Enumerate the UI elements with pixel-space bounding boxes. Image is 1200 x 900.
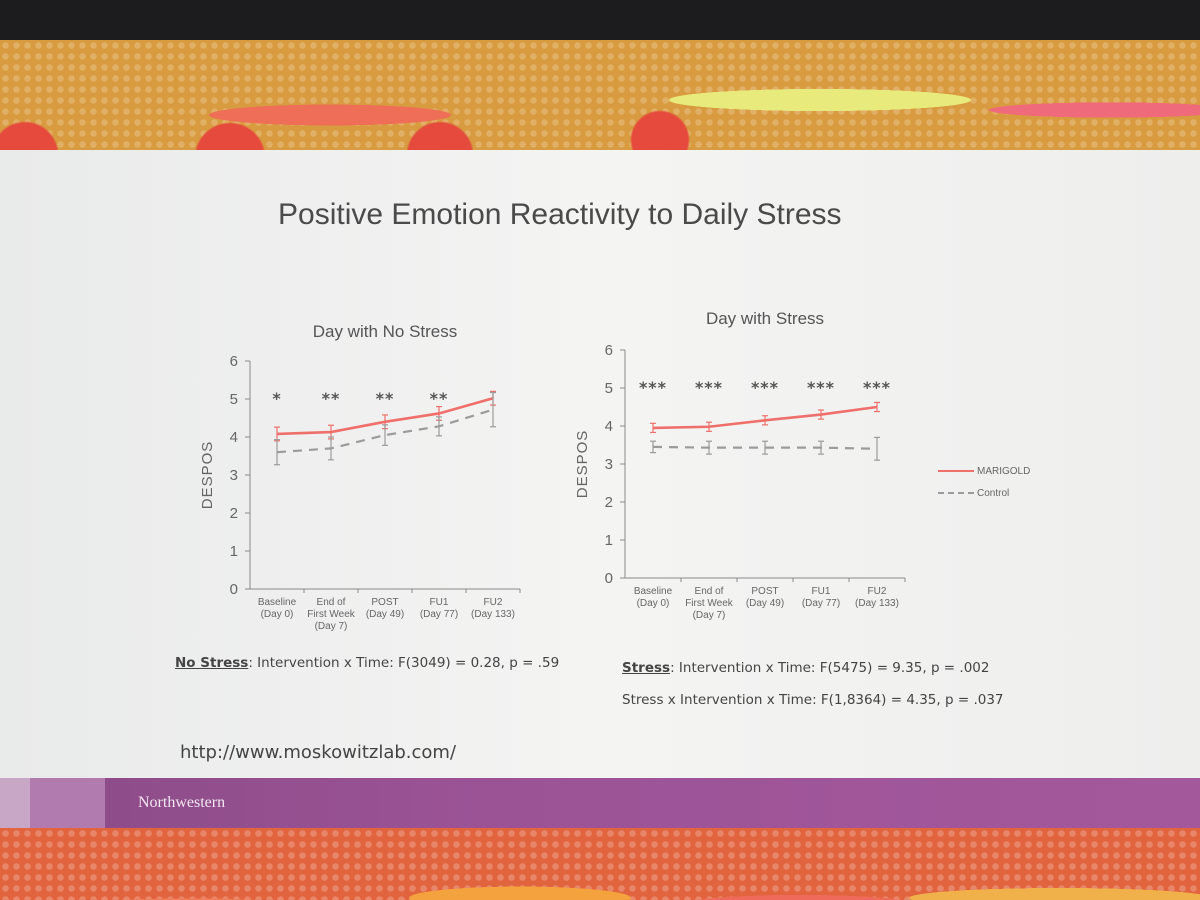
significance-marker: *** [807, 378, 835, 397]
x-tick-label: First Week [307, 609, 356, 620]
y-tick-label: 6 [605, 342, 613, 359]
stat-stress-interaction: Stress x Intervention x Time: F(1,8364) … [622, 692, 1004, 708]
x-tick-label: Baseline [258, 597, 297, 608]
y-tick-label: 5 [230, 391, 238, 408]
chart-no-stress: Day with No Stress0123456DESPOSBaseline(… [199, 322, 521, 632]
legend-item-control: Control [938, 482, 1030, 504]
x-tick-label: (Day 77) [802, 598, 840, 609]
footer-logo: Northwestern [138, 794, 226, 811]
significance-marker: *** [639, 378, 667, 397]
decorative-pattern-bottom [0, 828, 1200, 900]
y-tick-label: 0 [605, 570, 613, 587]
x-tick-label: End of [317, 597, 346, 608]
decorative-pattern-top [0, 40, 1200, 152]
footer-accent-block [30, 778, 105, 830]
footer-bar: Northwestern [0, 778, 1200, 830]
x-tick-label: End of [695, 586, 724, 597]
chart-title: Day with No Stress [313, 322, 458, 341]
x-tick-label: (Day 0) [637, 598, 670, 609]
x-tick-label: (Day 49) [746, 598, 784, 609]
x-tick-label: (Day 7) [693, 610, 726, 621]
significance-marker: * [272, 389, 281, 408]
x-tick-label: POST [751, 586, 778, 597]
legend-swatch-control [938, 492, 974, 494]
y-tick-label: 2 [605, 494, 613, 511]
x-tick-label: POST [371, 597, 398, 608]
x-tick-label: (Day 133) [471, 609, 515, 620]
lab-url-link[interactable]: http://www.moskowitzlab.com/ [180, 742, 457, 763]
chart-title: Day with Stress [706, 309, 824, 328]
significance-marker: *** [695, 378, 723, 397]
legend-swatch-marigold [938, 470, 974, 472]
stat-no-stress-label: No Stress [175, 655, 249, 671]
y-tick-label: 3 [230, 467, 238, 484]
significance-marker: *** [751, 378, 779, 397]
x-tick-label: (Day 49) [366, 609, 404, 620]
x-tick-label: (Day 0) [261, 609, 294, 620]
slide-background [0, 150, 1200, 780]
y-tick-label: 1 [605, 532, 613, 549]
stat-stress-label: Stress [622, 660, 671, 676]
x-tick-label: FU1 [430, 597, 449, 608]
x-tick-label: (Day 133) [855, 598, 899, 609]
series-line-control [276, 408, 494, 454]
y-axis-label: DESPOS [199, 441, 216, 510]
x-tick-label: First Week [685, 598, 734, 609]
y-tick-label: 4 [605, 418, 613, 435]
legend-item-marigold: MARIGOLD [938, 460, 1030, 482]
y-tick-label: 3 [605, 456, 613, 473]
y-tick-label: 0 [230, 581, 238, 598]
y-tick-label: 6 [230, 353, 238, 370]
y-tick-label: 2 [230, 505, 238, 522]
stat-stress-text: : Intervention x Time: F(5475) = 9.35, p… [670, 660, 990, 676]
significance-marker: ** [322, 389, 341, 408]
y-axis-label: DESPOS [574, 430, 591, 499]
stat-no-stress: No Stress: Intervention x Time: F(3049) … [175, 655, 559, 671]
significance-marker: ** [430, 389, 449, 408]
x-tick-label: (Day 7) [315, 621, 348, 632]
stat-stress: Stress: Intervention x Time: F(5475) = 9… [622, 660, 989, 676]
x-tick-label: FU2 [484, 597, 503, 608]
significance-marker: ** [376, 389, 395, 408]
y-tick-label: 1 [230, 543, 238, 560]
x-tick-label: FU1 [812, 586, 831, 597]
stat-no-stress-text: : Intervention x Time: F(3049) = 0.28, p… [248, 655, 560, 671]
chart-stress: Day with Stress0123456DESPOSBaseline(Day… [574, 309, 906, 621]
footer-accent-block [0, 778, 30, 830]
x-tick-label: FU2 [868, 586, 887, 597]
y-tick-label: 5 [605, 380, 613, 397]
chart-legend: MARIGOLD Control [938, 460, 1030, 504]
x-tick-label: Baseline [634, 586, 673, 597]
legend-label-control: Control [977, 487, 1010, 499]
slide-title: Positive Emotion Reactivity to Daily Str… [278, 198, 842, 231]
significance-marker: *** [863, 378, 891, 397]
y-tick-label: 4 [230, 429, 238, 446]
legend-label-marigold: MARIGOLD [977, 465, 1031, 477]
x-tick-label: (Day 77) [420, 609, 458, 620]
